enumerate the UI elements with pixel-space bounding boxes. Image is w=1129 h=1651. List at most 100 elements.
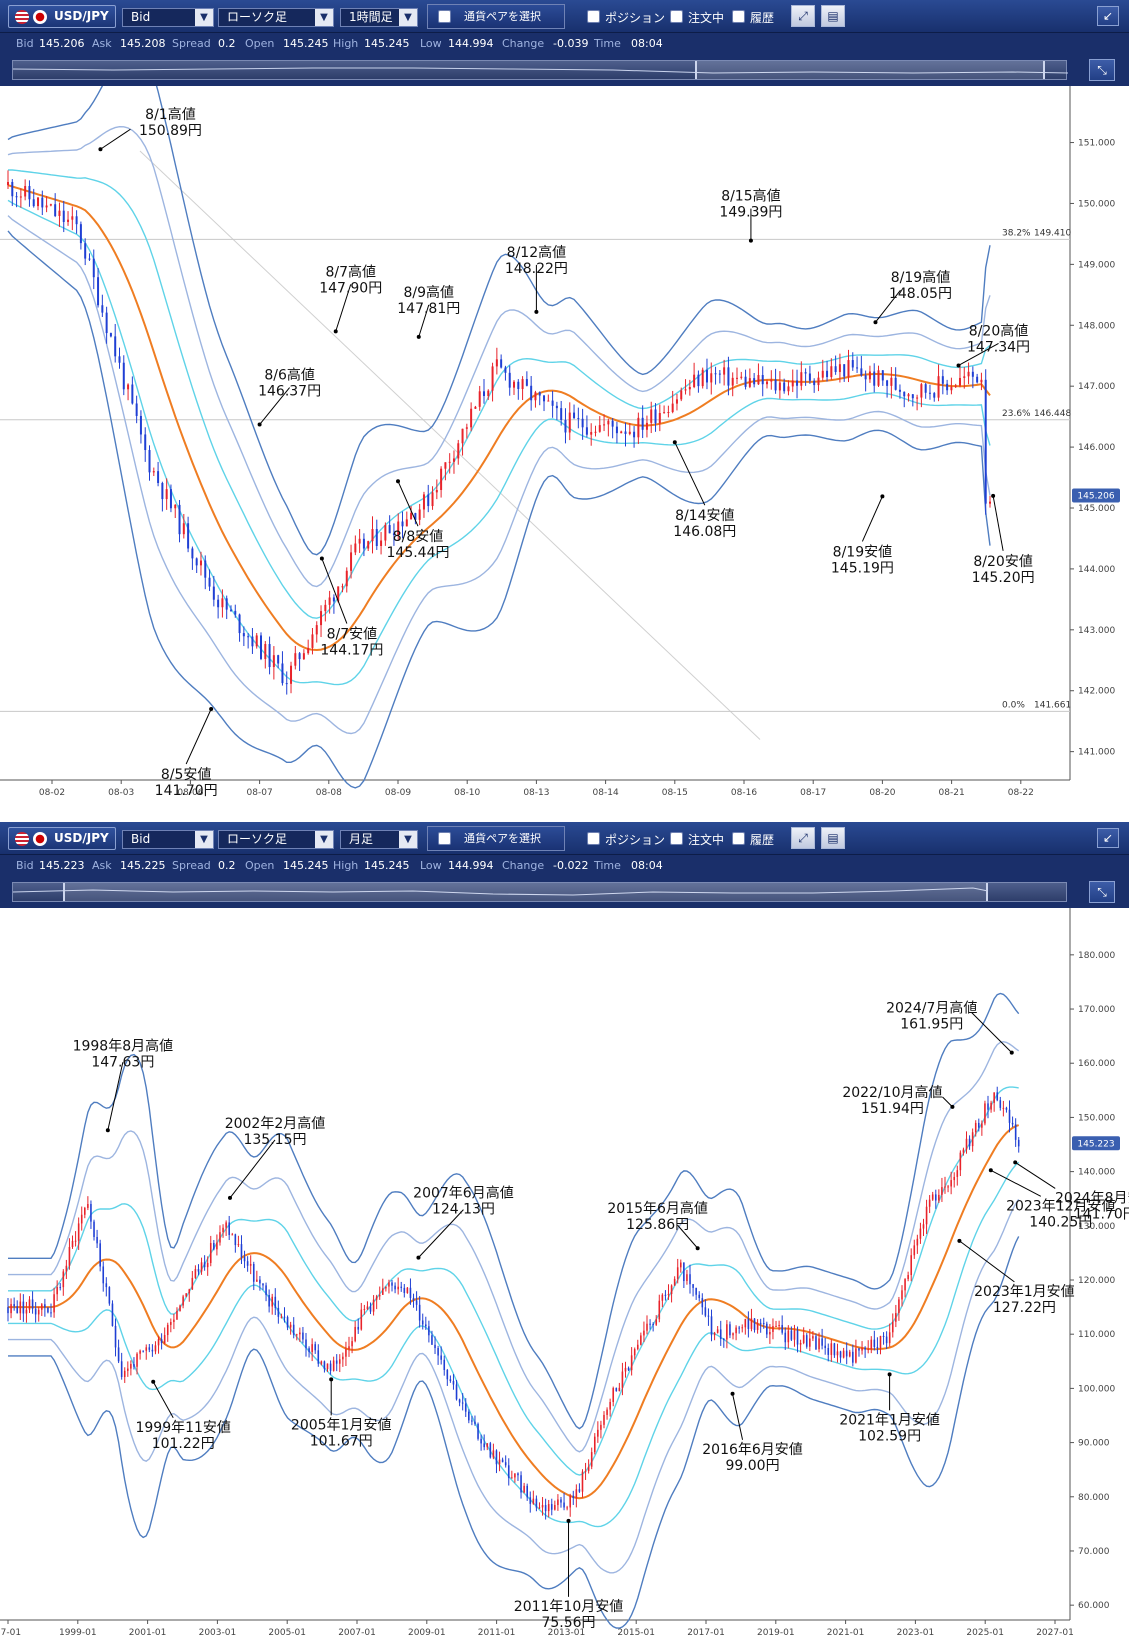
candle-body — [380, 540, 383, 547]
position-label: ポジション — [605, 833, 666, 847]
candle-body — [32, 199, 35, 207]
candle-body — [759, 1322, 762, 1324]
navigator-window[interactable] — [63, 883, 988, 901]
hourly-chart[interactable]: 141.000 142.000 143.000 144.000 145.000 146.0… — [0, 86, 1129, 820]
y-tick-label: 150.000 — [1078, 1113, 1115, 1123]
symbol-selector[interactable]: USD/JPY — [8, 5, 116, 28]
candle-body — [716, 1329, 719, 1333]
high-label: High — [333, 37, 359, 50]
y-tick-label: 160.000 — [1078, 1059, 1115, 1069]
candle-body — [302, 653, 305, 660]
candle-body — [375, 1296, 378, 1300]
ann-0807-low-label-1: 144.17円 — [320, 643, 383, 659]
bollinger-band-line — [8, 1236, 1020, 1629]
candle-body — [976, 376, 979, 383]
change-value: -0.022 — [553, 859, 589, 872]
candle-body — [117, 1347, 120, 1362]
candle-body — [418, 1304, 421, 1321]
candle-body — [67, 219, 70, 222]
candle-body — [987, 1103, 989, 1110]
history-checkbox[interactable] — [732, 10, 745, 23]
ann-0807-low-label-0: 8/7安値 — [327, 627, 378, 643]
price-type-select[interactable]: Bid ▼ — [122, 8, 214, 27]
candle-body — [84, 1207, 86, 1215]
candle-body — [671, 403, 674, 413]
candle-body — [148, 1347, 151, 1350]
timeframe-select[interactable]: 1時間足 ▼ — [340, 8, 418, 27]
candle-body — [568, 412, 571, 433]
pair-select-button[interactable]: 通貨ペアを選択 — [427, 826, 565, 851]
candle-body — [260, 635, 263, 659]
ann-2005-01-low-label-0: 2005年1月安値 — [291, 1417, 392, 1433]
candle-body — [212, 586, 215, 600]
chart-type-select[interactable]: ローソク足 ▼ — [218, 8, 334, 27]
y-tick-label: 180.000 — [1078, 951, 1115, 961]
candle-body — [401, 521, 404, 527]
symbol-label: USD/JPY — [54, 831, 109, 845]
candle-body — [796, 380, 799, 386]
candle-body — [187, 523, 190, 549]
ann-2002-02-high-label-1: 135.15円 — [243, 1132, 306, 1148]
order-checkbox[interactable] — [670, 832, 683, 845]
indicator-icon[interactable]: ▤ — [821, 827, 845, 849]
candle-body — [526, 1485, 528, 1498]
symbol-selector[interactable]: USD/JPY — [8, 827, 116, 850]
ann-2015-06-high-label-1: 125.86円 — [626, 1217, 689, 1233]
order-checkbox[interactable] — [670, 10, 683, 23]
candle-body — [525, 379, 528, 386]
ann-1999-11-low-label-0: 1999年11安値 — [135, 1420, 230, 1436]
ann-0808-low-label-1: 145.44円 — [387, 545, 450, 561]
pair-select-checkbox[interactable] — [438, 832, 451, 845]
candle-body — [630, 1355, 633, 1371]
expand-arrows-icon[interactable]: ⤡ — [1089, 59, 1115, 81]
candle-body — [280, 1316, 283, 1318]
history-checkbox[interactable] — [732, 832, 745, 845]
candle-body — [264, 644, 267, 659]
ann-2023-12-low-arrowhead — [988, 1168, 993, 1173]
chart-settings-icon[interactable]: ⤢ — [791, 5, 815, 27]
x-tick-label: 08-15 — [662, 788, 688, 798]
candle-body — [710, 1316, 713, 1336]
ann-0801-high-arrowhead — [98, 147, 103, 152]
navigator-window[interactable] — [695, 61, 1045, 79]
candle-body — [664, 1294, 667, 1296]
pair-select-checkbox[interactable] — [438, 10, 451, 23]
candle-body — [255, 635, 258, 647]
candle-body — [80, 1214, 83, 1224]
candle-body — [941, 1187, 943, 1195]
candle-body — [465, 427, 468, 429]
candle-body — [292, 1324, 295, 1335]
candle-body — [636, 1344, 639, 1350]
price-type-select[interactable]: Bid ▼ — [122, 830, 214, 849]
candle-body — [62, 1271, 65, 1288]
navigator-track[interactable] — [12, 882, 1067, 902]
position-checkbox[interactable] — [587, 832, 600, 845]
order-label: 注文中 — [688, 11, 725, 25]
collapse-arrow-icon[interactable]: ↙ — [1097, 6, 1119, 26]
candle-body — [45, 205, 48, 208]
expand-arrows-icon[interactable]: ⤡ — [1089, 881, 1115, 903]
ann-0820-high-arrowhead — [956, 363, 961, 368]
monthly-chart[interactable]: 60.000 70.000 80.000 90.000 100.000 110.000 12… — [0, 908, 1129, 1651]
pair-select-button[interactable]: 通貨ペアを選択 — [427, 4, 565, 29]
open-label: Open — [245, 37, 275, 50]
candle-body — [108, 1287, 111, 1304]
collapse-arrow-icon[interactable]: ↙ — [1097, 828, 1119, 848]
time-label: Time — [594, 859, 621, 872]
chart-settings-icon[interactable]: ⤢ — [791, 827, 815, 849]
indicator-icon[interactable]: ▤ — [821, 5, 845, 27]
candle-body — [523, 1485, 525, 1493]
chevron-down-icon: ▼ — [315, 9, 333, 26]
ann-2024-08-low-arrowhead — [1013, 1160, 1018, 1165]
candle-body — [418, 509, 421, 520]
chart-type-select[interactable]: ローソク足 ▼ — [218, 830, 334, 849]
navigator-track[interactable] — [12, 60, 1068, 80]
candle-body — [646, 1323, 648, 1331]
timeframe-select[interactable]: 月足 ▼ — [340, 830, 418, 849]
candle-body — [246, 1261, 249, 1266]
ann-2024-08-low-label-0: 2024年8月安値 — [1055, 1190, 1129, 1206]
candle-body — [783, 382, 786, 392]
low-label: Low — [420, 37, 442, 50]
candle-body — [888, 1332, 891, 1344]
position-checkbox[interactable] — [587, 10, 600, 23]
